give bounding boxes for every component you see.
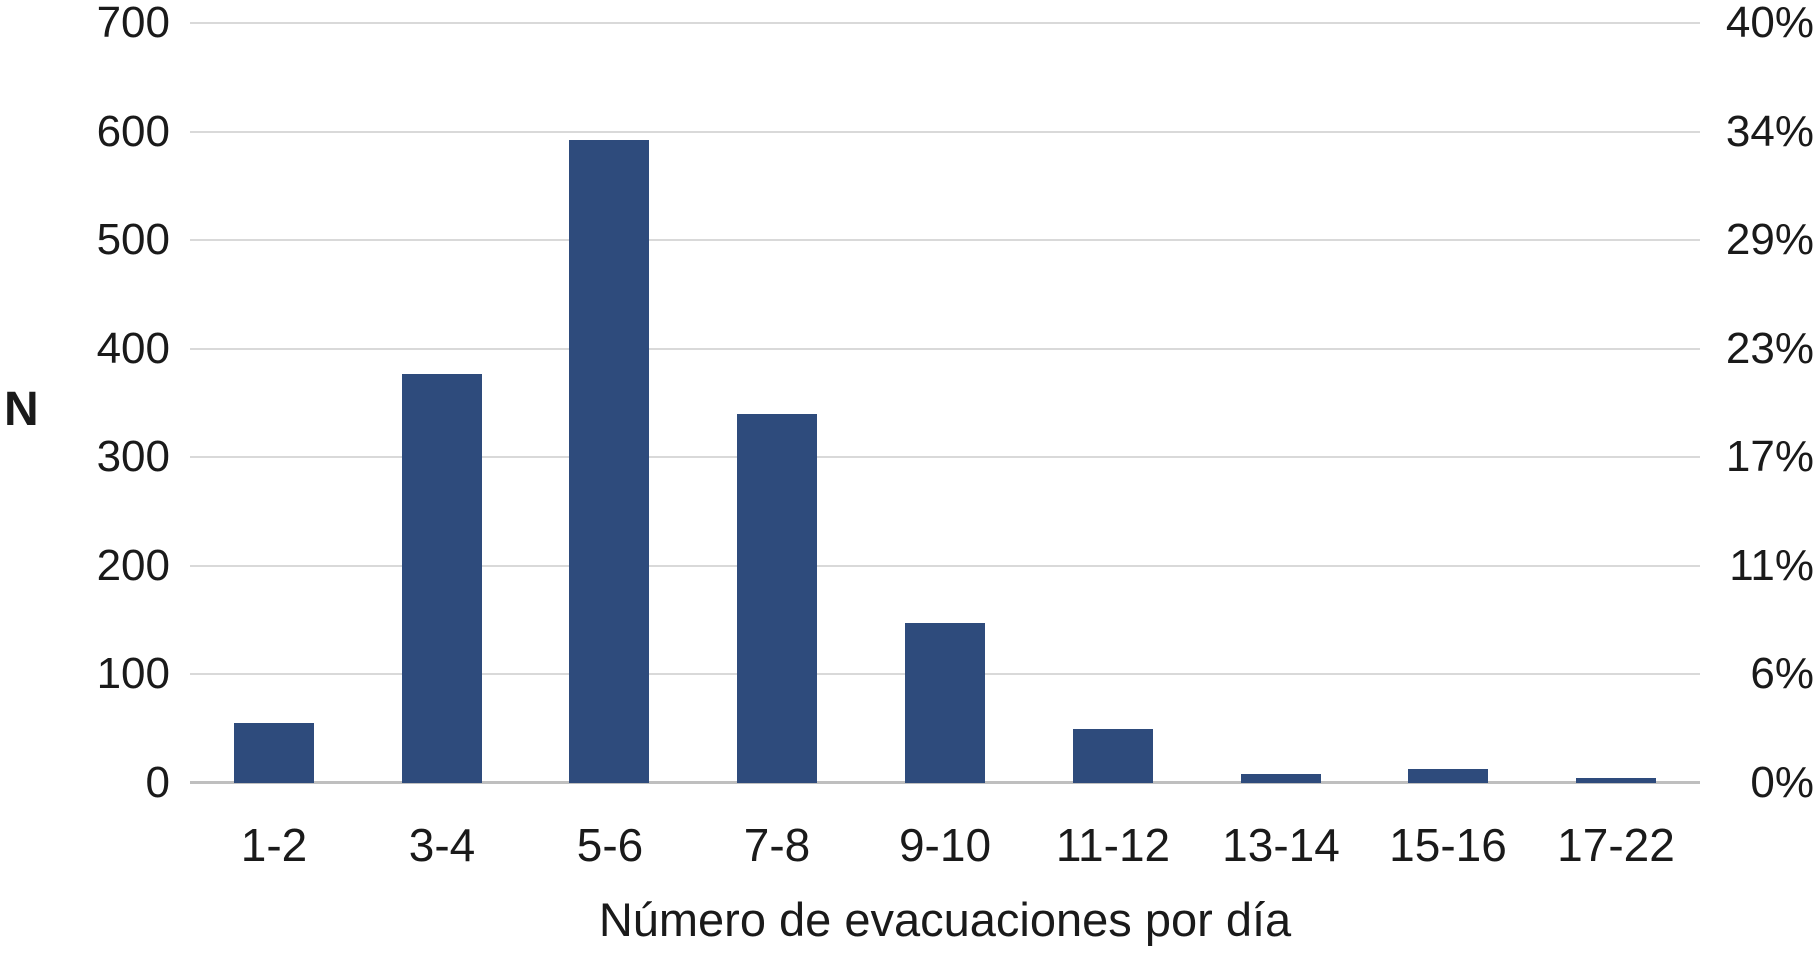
x-axis-tick-label: 3-4 (408, 819, 476, 871)
gridline (190, 564, 1700, 567)
right-axis-tick-label: 0% (1750, 758, 1814, 807)
right-axis-tick-label: 6% (1750, 649, 1814, 699)
right-axis-tick-label: 40% (1725, 0, 1814, 47)
bar-7-8 (737, 414, 817, 783)
right-axis-tick-label: 29% (1725, 215, 1814, 265)
right-axis-tick-label: 34% (1725, 106, 1814, 156)
bar-9-10 (905, 623, 985, 783)
gridline (190, 347, 1700, 350)
gridline (190, 239, 1700, 242)
x-axis-tick-label: 5-6 (576, 819, 644, 871)
bar-5-6 (569, 140, 649, 783)
x-axis-tick-label: 9-10 (898, 819, 992, 871)
x-axis-tick-label: 13-14 (1222, 819, 1340, 871)
right-axis-tick-label: 11% (1729, 540, 1814, 590)
bar-11-12 (1073, 729, 1153, 783)
x-axis-tick-label: 7-8 (743, 819, 811, 871)
left-axis-tick-label: 100 (96, 649, 170, 699)
bar-3-4 (402, 374, 482, 783)
left-axis-tick-label: 200 (96, 540, 170, 590)
plot-area (190, 22, 1700, 784)
left-axis-tick-label: 400 (96, 323, 170, 373)
x-axis-tick-label: 1-2 (240, 819, 308, 871)
right-axis-tick-label: 23% (1725, 323, 1814, 373)
left-axis-tick-label: 500 (96, 215, 170, 265)
left-axis-tick-label: 600 (96, 106, 170, 156)
gridline (190, 22, 1700, 24)
left-axis-title: N (4, 383, 39, 436)
x-axis-tick-label: 17-22 (1557, 819, 1675, 871)
left-axis-tick-label: 300 (96, 432, 170, 482)
gridline (190, 130, 1700, 133)
gridline (190, 456, 1700, 459)
left-axis-tick-label: 0 (145, 758, 170, 807)
x-axis-title: Número de evacuaciones por día (598, 893, 1292, 946)
left-axis-tick-label: 700 (96, 0, 170, 47)
right-axis-tick-label: 17% (1725, 432, 1814, 482)
bar-1-2 (234, 723, 314, 783)
x-axis-tick-label: 15-16 (1389, 819, 1507, 871)
x-axis-tick-label: 11-12 (1055, 819, 1171, 871)
bar-17-22 (1576, 778, 1656, 783)
bar-15-16 (1408, 769, 1488, 783)
bar-13-14 (1241, 774, 1321, 783)
